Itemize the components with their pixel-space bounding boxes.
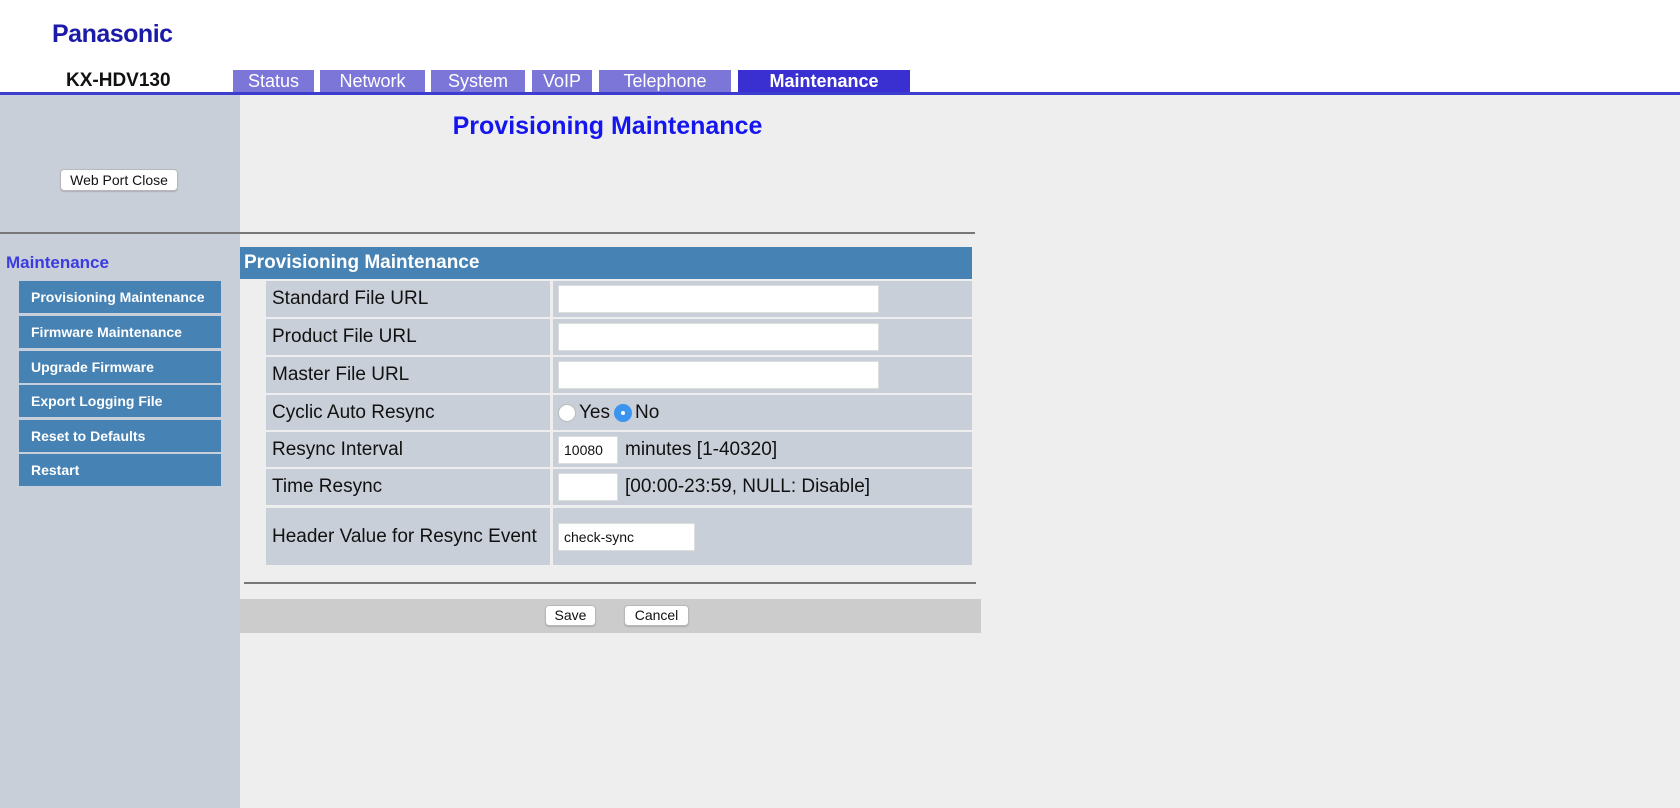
sidebar-item-reset-to-defaults[interactable]: Reset to Defaults xyxy=(19,420,221,452)
sidebar-item-export-logging-file[interactable]: Export Logging File xyxy=(19,385,221,417)
radio-no-label: No xyxy=(635,401,660,423)
header-value-input[interactable]: check-sync xyxy=(558,522,695,551)
radio-yes-label: Yes xyxy=(579,401,610,423)
standard-file-url-label: Standard File URL xyxy=(266,281,550,317)
product-file-url-label: Product File URL xyxy=(266,319,550,355)
sidebar-item-upgrade-firmware[interactable]: Upgrade Firmware xyxy=(19,351,221,383)
radio-no-selected[interactable] xyxy=(614,403,632,422)
row-master-file-url: Master File URL xyxy=(266,357,972,393)
divider xyxy=(0,232,975,234)
web-port-close-button[interactable]: Web Port Close xyxy=(60,169,178,191)
row-product-file-url: Product File URL xyxy=(266,319,972,355)
section-header: Provisioning Maintenance xyxy=(240,247,972,279)
row-time-resync: Time Resync [00:00-23:59, NULL: Disable] xyxy=(266,469,972,505)
tab-status[interactable]: Status xyxy=(233,70,314,92)
sidebar-item-firmware-maintenance[interactable]: Firmware Maintenance xyxy=(19,316,221,348)
model-name: KX-HDV130 xyxy=(66,70,171,91)
sidebar-section-maintenance: Maintenance xyxy=(6,253,109,272)
form-divider xyxy=(244,582,976,584)
tab-network[interactable]: Network xyxy=(320,70,425,92)
row-cyclic-auto-resync: Cyclic Auto Resync Yes No xyxy=(266,395,972,430)
panasonic-logo: Panasonic xyxy=(52,20,173,48)
header-divider xyxy=(0,92,1680,95)
header-value-label: Header Value for Resync Event xyxy=(266,508,550,565)
time-resync-hint: [00:00-23:59, NULL: Disable] xyxy=(625,476,871,497)
product-file-url-input[interactable] xyxy=(558,323,879,351)
master-file-url-label: Master File URL xyxy=(266,357,550,393)
tab-system[interactable]: System xyxy=(431,70,525,92)
sidebar-item-restart[interactable]: Restart xyxy=(19,454,221,486)
resync-interval-hint: minutes [1-40320] xyxy=(625,438,778,460)
time-resync-label: Time Resync xyxy=(266,469,550,505)
row-standard-file-url: Standard File URL xyxy=(266,281,972,317)
sidebar-item-provisioning-maintenance[interactable]: Provisioning Maintenance xyxy=(19,281,221,313)
resync-interval-input[interactable]: 10080 xyxy=(558,435,618,464)
row-resync-interval: Resync Interval 10080 minutes [1-40320] xyxy=(266,432,972,467)
tab-telephone[interactable]: Telephone xyxy=(599,70,731,92)
header: Panasonic KX-HDV130 Status Network Syste… xyxy=(0,0,1680,92)
button-bar xyxy=(240,599,981,633)
tab-voip[interactable]: VoIP xyxy=(532,70,592,92)
radio-yes[interactable] xyxy=(558,403,576,422)
master-file-url-input[interactable] xyxy=(558,361,879,389)
tab-maintenance[interactable]: Maintenance xyxy=(738,70,910,92)
page-title: Provisioning Maintenance xyxy=(452,112,763,140)
cancel-button[interactable]: Cancel xyxy=(624,605,689,626)
time-resync-input[interactable] xyxy=(558,473,618,501)
cyclic-auto-resync-label: Cyclic Auto Resync xyxy=(266,395,550,430)
resync-interval-label: Resync Interval xyxy=(266,432,550,467)
standard-file-url-input[interactable] xyxy=(558,285,879,313)
row-header-value: Header Value for Resync Event check-sync xyxy=(266,508,972,565)
save-button[interactable]: Save xyxy=(545,605,596,626)
